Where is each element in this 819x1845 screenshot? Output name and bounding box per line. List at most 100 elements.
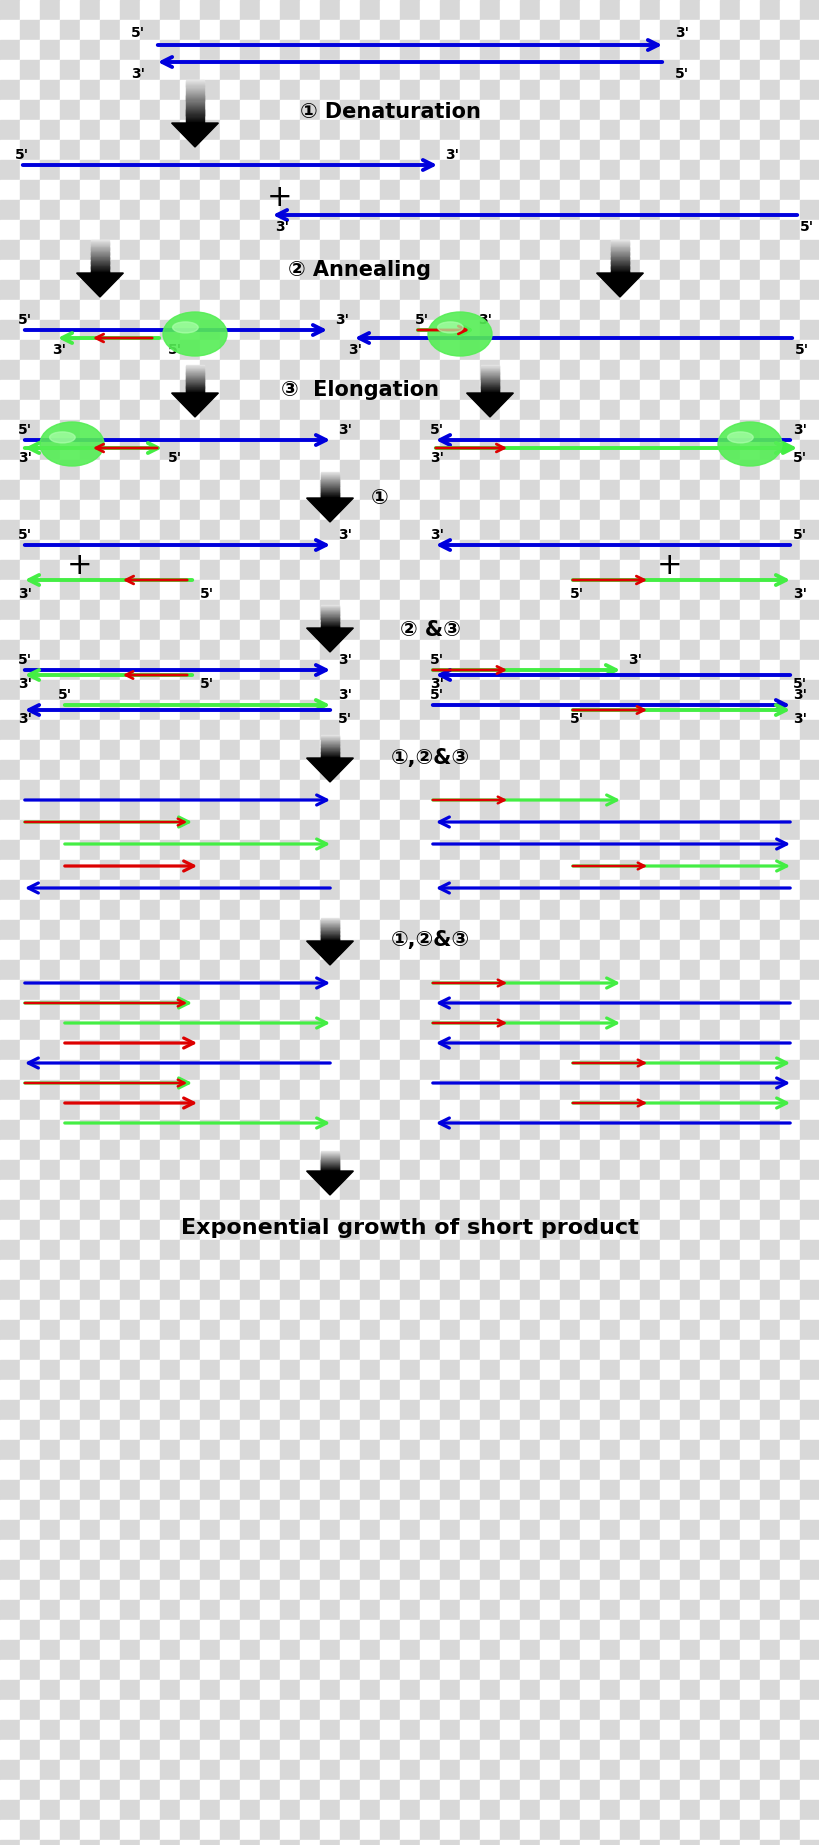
Bar (80, 720, 100, 740)
Bar (799, 959, 819, 980)
Bar (559, 681, 579, 699)
Bar (379, 1020, 400, 1041)
Bar (540, 1839, 559, 1845)
Bar (419, 1520, 440, 1541)
Bar (699, 79, 719, 100)
Bar (440, 1301, 459, 1319)
Bar (180, 1120, 200, 1140)
Bar (20, 1660, 40, 1681)
Bar (180, 1181, 200, 1199)
Bar (0, 980, 20, 1000)
Bar (0, 260, 20, 280)
Bar (240, 1240, 260, 1260)
Bar (440, 980, 459, 1000)
Bar (80, 61, 100, 79)
Bar (619, 1500, 639, 1520)
Bar (260, 1480, 279, 1500)
Bar (459, 500, 479, 520)
Bar (699, 1500, 719, 1520)
Bar (739, 740, 759, 760)
Bar (659, 220, 679, 240)
Bar (260, 1780, 279, 1801)
Bar (20, 1079, 40, 1100)
Bar (319, 1720, 340, 1740)
Bar (619, 860, 639, 880)
Bar (419, 1240, 440, 1260)
Bar (699, 760, 719, 780)
Bar (20, 1681, 40, 1699)
Bar (240, 1220, 260, 1240)
Bar (300, 280, 319, 301)
Bar (739, 41, 759, 61)
Bar (419, 41, 440, 61)
Bar (60, 480, 80, 500)
Bar (160, 41, 180, 61)
Bar (779, 1360, 799, 1380)
Bar (419, 480, 440, 500)
Bar (579, 1319, 600, 1339)
Bar (419, 1100, 440, 1120)
Text: 3': 3' (131, 66, 145, 81)
Bar (500, 421, 519, 439)
Bar (639, 939, 659, 959)
Bar (20, 1579, 40, 1600)
Text: 3': 3' (792, 587, 806, 601)
Bar (0, 339, 20, 360)
Bar (559, 1280, 579, 1301)
Bar (779, 520, 799, 541)
Bar (559, 561, 579, 579)
Bar (60, 1699, 80, 1720)
Ellipse shape (428, 312, 491, 356)
Bar (400, 1000, 419, 1020)
Bar (739, 1439, 759, 1459)
Bar (80, 1240, 100, 1260)
Bar (240, 1541, 260, 1561)
Bar (799, 1220, 819, 1240)
Bar (279, 61, 300, 79)
Bar (340, 1579, 360, 1600)
Bar (60, 100, 80, 120)
Bar (100, 1520, 120, 1541)
Bar (419, 900, 440, 921)
Bar (219, 1780, 240, 1801)
Bar (20, 1240, 40, 1260)
Bar (459, 640, 479, 661)
Bar (60, 939, 80, 959)
Bar (180, 959, 200, 980)
Bar (500, 1561, 519, 1579)
Bar (779, 161, 799, 181)
Bar (260, 1620, 279, 1640)
Bar (440, 1839, 459, 1845)
Bar (180, 301, 200, 319)
Bar (180, 140, 200, 161)
Bar (20, 1199, 40, 1220)
Bar (360, 1199, 379, 1220)
Bar (80, 1561, 100, 1579)
Bar (799, 819, 819, 839)
Bar (160, 1660, 180, 1681)
Bar (639, 1301, 659, 1319)
Bar (360, 780, 379, 801)
Polygon shape (306, 498, 353, 522)
Bar (260, 240, 279, 260)
Bar (300, 579, 319, 600)
Bar (519, 1020, 540, 1041)
Bar (419, 1480, 440, 1500)
Bar (440, 699, 459, 720)
Bar (519, 681, 540, 699)
Bar (140, 1079, 160, 1100)
Bar (659, 1500, 679, 1520)
Bar (379, 860, 400, 880)
Bar (40, 339, 60, 360)
Bar (340, 1740, 360, 1760)
Bar (0, 1579, 20, 1600)
Bar (699, 1120, 719, 1140)
Bar (340, 661, 360, 681)
Bar (219, 1041, 240, 1061)
Bar (340, 900, 360, 921)
Bar (619, 1041, 639, 1061)
Bar (200, 1681, 219, 1699)
Bar (619, 120, 639, 140)
Bar (440, 1541, 459, 1561)
Bar (619, 699, 639, 720)
